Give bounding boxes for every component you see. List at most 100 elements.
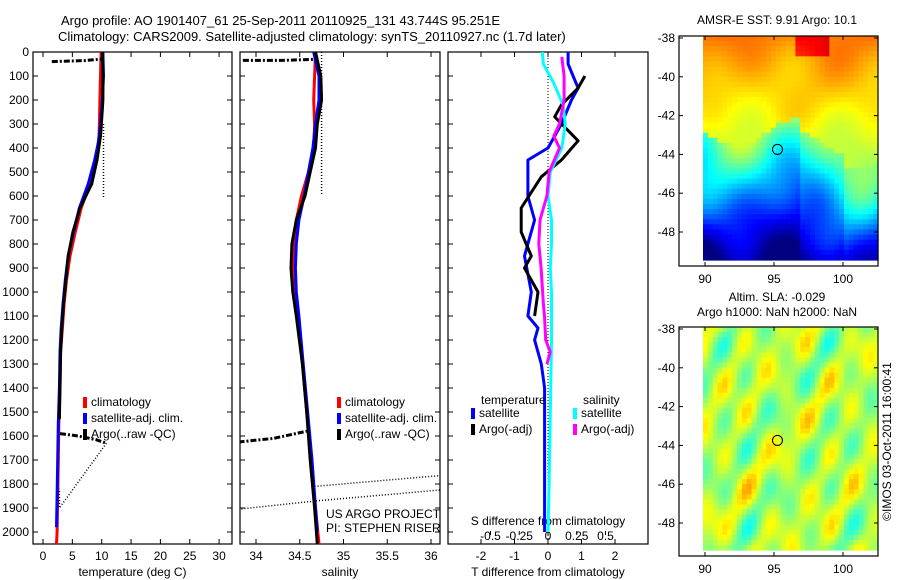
sst-map-cell bbox=[795, 122, 801, 129]
sst-map-cell bbox=[707, 56, 714, 63]
sst-map-cell bbox=[868, 142, 874, 149]
sla-map-cell bbox=[824, 458, 830, 465]
sla-map-cell bbox=[853, 443, 860, 450]
sst-map-cell bbox=[795, 86, 801, 93]
sst-map-cell bbox=[717, 183, 724, 190]
sst-map-cell bbox=[775, 244, 782, 251]
sla-map-cell bbox=[863, 423, 869, 429]
sla-map-cell bbox=[761, 534, 767, 541]
sla-map-cell bbox=[829, 509, 835, 516]
sst-map-cell bbox=[766, 163, 772, 169]
sst-map-cell bbox=[853, 193, 860, 200]
sst-map-cell bbox=[795, 56, 801, 63]
sst-map-cell bbox=[741, 198, 748, 205]
sst-map-cell bbox=[732, 158, 738, 164]
sst-map-cell bbox=[780, 178, 787, 185]
sst-map-cell bbox=[732, 92, 738, 98]
sla-map-cell bbox=[771, 509, 777, 516]
sst-map-cell bbox=[737, 183, 743, 190]
legend-swatch bbox=[471, 408, 475, 419]
sla-map-cell bbox=[751, 342, 758, 348]
sla-map-cell bbox=[858, 489, 865, 495]
sla-map-cell bbox=[717, 382, 724, 389]
sla-map-cell bbox=[717, 448, 724, 455]
sst-map-cell bbox=[805, 66, 811, 73]
sla-map-cell bbox=[756, 337, 762, 343]
sla-map-cell bbox=[790, 514, 796, 521]
sla-map-cell bbox=[717, 357, 724, 364]
sst-map-cell bbox=[868, 229, 874, 236]
sla-map-cell bbox=[785, 438, 792, 445]
sst-map-cell bbox=[843, 219, 850, 225]
sla-map-cell bbox=[843, 463, 850, 470]
sst-map-cell bbox=[843, 107, 850, 113]
sla-map-cell bbox=[751, 413, 758, 419]
sla-map-cell bbox=[707, 352, 714, 359]
sst-map-cell bbox=[814, 234, 821, 241]
sla-map-cell bbox=[703, 347, 709, 353]
sst-map-cell bbox=[707, 76, 714, 83]
sla-map-cell bbox=[746, 494, 753, 500]
sla-map-cell bbox=[761, 539, 767, 546]
sst-map-cell bbox=[834, 148, 840, 154]
sla-map-cell bbox=[756, 397, 762, 404]
sla-map-cell bbox=[819, 453, 826, 460]
sst-map-cell bbox=[703, 132, 709, 139]
sla-map-cell bbox=[766, 408, 772, 414]
sst-map-cell bbox=[819, 163, 826, 169]
sst-map-cell bbox=[843, 41, 850, 47]
sst-map-cell bbox=[707, 36, 714, 42]
sla-map-cell bbox=[771, 519, 777, 526]
sst-map-cell bbox=[853, 239, 860, 246]
sla-map-cell bbox=[868, 332, 874, 338]
sst-map-cell bbox=[819, 102, 826, 108]
sla-map-cell bbox=[761, 443, 767, 450]
sla-map-cell bbox=[843, 423, 850, 429]
sst-map-cell bbox=[707, 234, 714, 241]
sla-map-cell bbox=[814, 352, 821, 359]
sla-map-cell bbox=[771, 367, 777, 374]
sla-map-cell bbox=[858, 418, 865, 424]
sst-map-cell bbox=[775, 81, 782, 88]
sst-map-cell bbox=[809, 173, 816, 180]
sla-map-cell bbox=[746, 438, 753, 445]
sla-map-cell bbox=[809, 468, 816, 475]
sst-map-cell bbox=[868, 249, 874, 256]
sla-map-cell bbox=[873, 468, 879, 475]
sst-map-cell bbox=[771, 249, 777, 256]
sst-map-cell bbox=[848, 122, 855, 129]
sla-map-cell bbox=[795, 443, 801, 450]
sst-map-cell bbox=[819, 239, 826, 246]
sst-map-cell bbox=[766, 41, 772, 47]
sst-map-cell bbox=[771, 102, 777, 108]
sst-map-cell bbox=[771, 178, 777, 185]
sla-map-cell bbox=[751, 514, 758, 521]
sst-map-cell bbox=[780, 41, 787, 47]
sla-map-cell bbox=[868, 473, 874, 480]
sst-map-cell bbox=[771, 173, 777, 180]
sst-map-cell bbox=[795, 224, 801, 231]
sst-map-cell bbox=[756, 127, 762, 134]
sst-map-cell bbox=[785, 117, 792, 124]
sst-map-cell bbox=[824, 127, 830, 134]
sst-map-cell bbox=[727, 92, 733, 98]
sst-map-cell bbox=[853, 254, 860, 261]
sst-map-cell bbox=[785, 163, 792, 169]
sst-map-cell bbox=[848, 198, 855, 205]
sst-map-cell bbox=[809, 163, 816, 169]
sla-map-cell bbox=[858, 524, 865, 531]
sst-map-cell bbox=[819, 51, 826, 57]
sst-map-cell bbox=[785, 153, 792, 159]
sla-map-cell bbox=[703, 468, 709, 475]
sst-map-cell bbox=[746, 132, 753, 139]
sst-map-cell bbox=[839, 229, 845, 236]
sla-map-cell bbox=[737, 342, 743, 348]
sst-map-cell bbox=[785, 66, 792, 73]
sla-map-cell bbox=[800, 489, 806, 495]
x-tick-label: 34.5 bbox=[288, 549, 312, 563]
sla-map-cell bbox=[766, 438, 772, 445]
sla-map-cell bbox=[703, 382, 709, 389]
sst-map-cell bbox=[839, 66, 845, 73]
sla-map-cell bbox=[741, 458, 748, 465]
sst-map-cell bbox=[805, 249, 811, 256]
